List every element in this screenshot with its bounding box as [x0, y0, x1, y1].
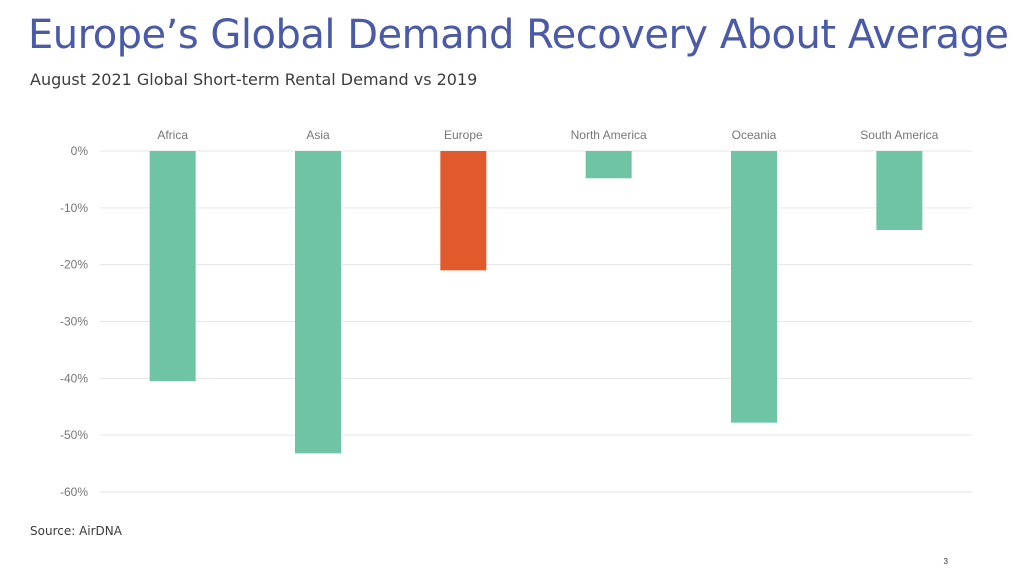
category-label: Oceania — [732, 128, 777, 142]
y-tick-label: -10% — [60, 201, 88, 215]
page-number: 3 — [943, 557, 948, 566]
gridlines — [100, 150, 972, 493]
source-note: Source: AirDNA — [30, 524, 122, 538]
bar — [149, 151, 196, 382]
slide-title: Europe’s Global Demand Recovery About Av… — [28, 12, 1009, 58]
bar-chart: 0% -10% -20% -30% -40% -50% -60% Africa Asia Eur… — [60, 128, 972, 499]
category-label: North America — [571, 128, 647, 142]
bar — [295, 151, 341, 454]
y-tick-label: -20% — [60, 258, 88, 272]
y-tick-label: -40% — [60, 371, 88, 385]
y-tick-label: -60% — [60, 485, 88, 499]
bars — [149, 151, 923, 454]
y-tick-label: -30% — [60, 315, 88, 329]
bar — [440, 151, 487, 271]
bar — [731, 151, 777, 423]
category-label: South America — [860, 128, 938, 142]
category-label: Europe — [444, 128, 483, 142]
bar — [585, 151, 632, 179]
category-label: Africa — [157, 128, 188, 142]
category-label: Asia — [306, 128, 330, 142]
y-tick-label: 0% — [71, 144, 89, 158]
bar — [876, 151, 923, 230]
category-labels: Africa Asia Europe North America Oceania Sout… — [157, 128, 938, 142]
y-axis-ticks: 0% -10% -20% -30% -40% -50% -60% — [60, 144, 88, 499]
chart-subtitle: August 2021 Global Short-term Rental Dem… — [30, 70, 478, 89]
y-tick-label: -50% — [60, 428, 88, 442]
